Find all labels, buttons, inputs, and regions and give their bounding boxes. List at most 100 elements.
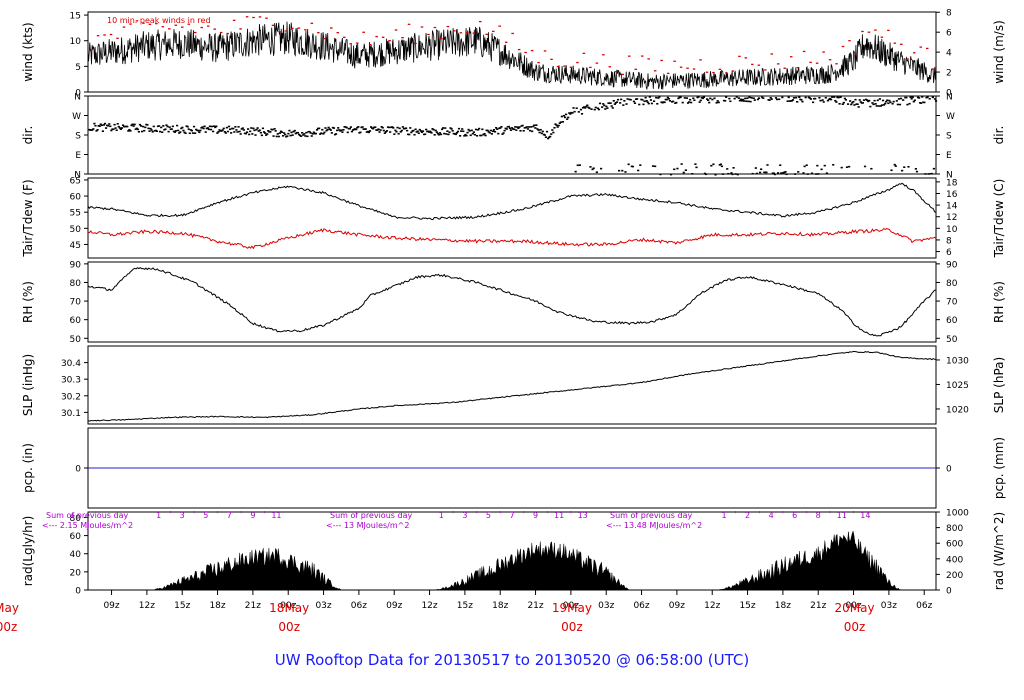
dir-point (475, 134, 479, 137)
dir-point (505, 128, 508, 130)
dir-point (142, 125, 145, 128)
dir-point (309, 132, 312, 134)
dir-point (811, 101, 815, 104)
dir-point (756, 98, 760, 101)
dir-point (906, 103, 909, 106)
solar-hour-tick: ' (452, 510, 454, 519)
dir-point (910, 97, 913, 100)
peak-mark (122, 26, 126, 28)
dir-point (833, 96, 836, 98)
right-tick-label: 4 (946, 49, 952, 59)
dir-point (632, 100, 636, 103)
dir-point (715, 101, 718, 104)
dir-point (130, 124, 133, 127)
dir-point (932, 167, 936, 170)
dir-point (580, 113, 584, 115)
right-tick-label: 12 (946, 213, 957, 223)
dir-point (892, 100, 895, 103)
dir-point (534, 127, 537, 129)
dir-point (152, 125, 155, 128)
solar-hour-tick: ' (570, 510, 572, 519)
dir-point (451, 130, 454, 132)
right-tick-label: 18 (946, 178, 958, 188)
right-tick-label: 8 (946, 9, 952, 19)
dir-point (425, 128, 428, 131)
SLP-series (87, 350, 937, 422)
peak-mark (615, 71, 618, 73)
x-tick-label: 09z (386, 601, 402, 611)
dir-point (890, 169, 893, 172)
dir-point (308, 130, 311, 133)
dir-point (566, 118, 569, 120)
dir-point (301, 131, 304, 134)
dir-point (500, 125, 503, 128)
peak-mark (90, 49, 93, 51)
dir-point (690, 101, 693, 104)
dir-point (854, 98, 857, 101)
wind-direction-series (88, 96, 938, 176)
peak-wind-series (90, 16, 935, 76)
dir-point (513, 128, 516, 131)
dir-point (288, 129, 291, 132)
solar-hour-tick: ' (523, 510, 525, 519)
dir-point (284, 133, 287, 136)
dir-point (212, 130, 215, 133)
dir-point (731, 173, 734, 176)
dir-point (686, 102, 690, 104)
dir-point (254, 134, 257, 136)
dir-point (233, 131, 236, 133)
dir-point (304, 135, 307, 137)
dir-point (780, 172, 783, 174)
dir-point (875, 105, 878, 107)
dir-point (838, 102, 841, 105)
dir-point (739, 98, 743, 101)
dir-point (336, 129, 339, 132)
dir-point (760, 168, 763, 171)
right-tick-label: 10 (946, 225, 958, 235)
dir-point (178, 132, 181, 134)
peak-mark (628, 55, 631, 57)
peak-mark (900, 43, 903, 45)
peak-mark (919, 46, 923, 48)
dir-point (602, 103, 605, 105)
dir-point (207, 128, 210, 131)
left-tick-label: 60 (70, 532, 82, 542)
dir-point (496, 128, 499, 130)
left-tick-label: 80 (70, 514, 82, 524)
dir-point (170, 128, 173, 130)
dir-point (477, 128, 480, 131)
x-tick-label: 12z (421, 601, 437, 611)
peak-mark (310, 22, 314, 24)
dir-point (595, 171, 598, 174)
dir-point (877, 105, 880, 107)
dir-point (871, 102, 874, 104)
dir-point (748, 96, 751, 99)
dir-point (251, 133, 254, 135)
right-tick-label: 14 (946, 202, 958, 212)
dir-point (96, 129, 99, 131)
dir-point (376, 129, 379, 131)
dir-point (384, 131, 387, 133)
dir-point (850, 103, 853, 106)
dir-point (348, 127, 351, 130)
dir-point (490, 133, 493, 135)
dir-point (912, 100, 915, 103)
day-label-hour: 00z (844, 620, 866, 634)
dir-point (162, 125, 165, 127)
dir-point (449, 127, 452, 129)
dir-point (98, 125, 101, 128)
solar-hour-tick: ' (476, 510, 478, 519)
dir-point (359, 131, 362, 134)
rad-sum-value: <--- 13.48 MJoules/m^2 (606, 521, 702, 530)
dir-point (911, 96, 914, 99)
dir-point (398, 127, 401, 130)
dir-point (289, 134, 292, 137)
peak-mark (323, 37, 327, 40)
peak-mark (809, 61, 812, 64)
solar-hour-tick: ' (169, 510, 171, 519)
dir-point (781, 96, 784, 99)
dir-point (755, 172, 758, 175)
right-axis-label: dir. (992, 126, 1006, 145)
dir-point (442, 127, 445, 129)
dir-point (478, 127, 481, 130)
